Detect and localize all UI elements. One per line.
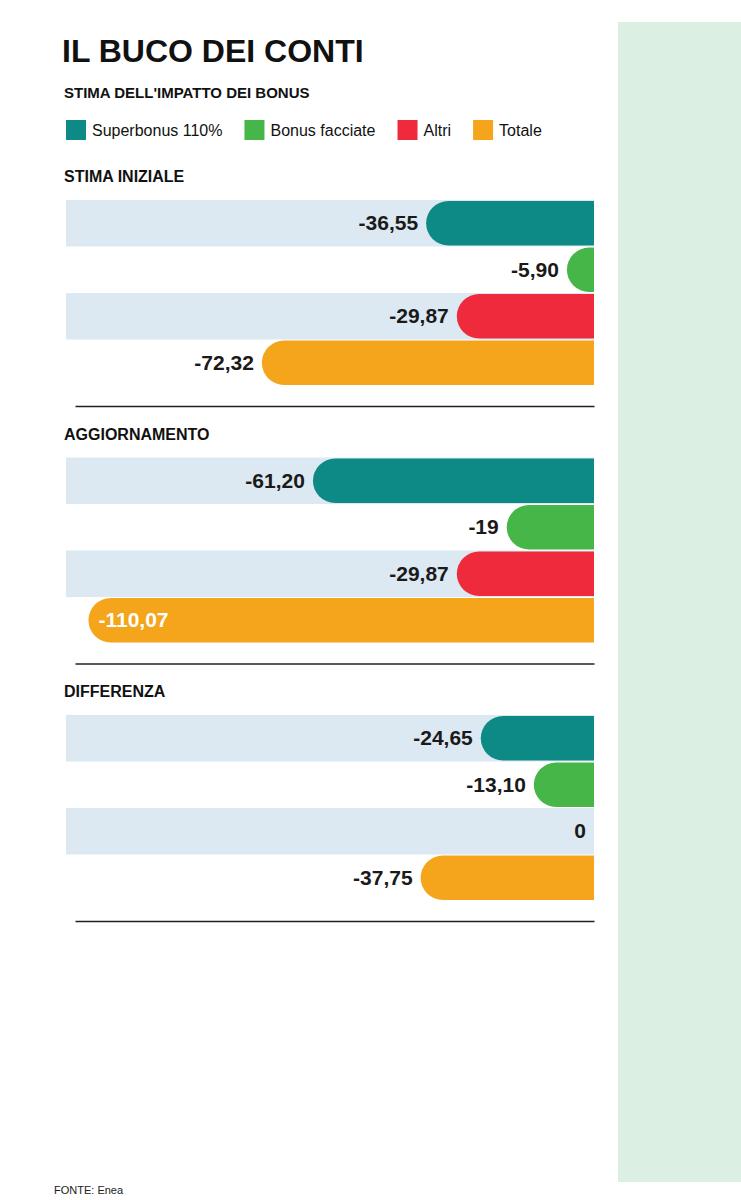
legend-swatch	[398, 120, 418, 140]
chart-root: IL BUCO DEI CONTI STIMA DELL'IMPATTO DEI …	[0, 0, 741, 1200]
data-label: -19	[468, 515, 498, 538]
data-label: -5,90	[511, 258, 559, 281]
legend-swatch	[473, 120, 493, 140]
legend-label: Superbonus 110%	[92, 122, 222, 139]
title: IL BUCO DEI CONTI	[62, 33, 364, 69]
legend-label: Totale	[499, 122, 542, 139]
side-panel	[618, 22, 741, 1182]
bar	[262, 341, 594, 386]
bar	[313, 459, 594, 504]
x-axis	[76, 664, 595, 665]
axis-line	[76, 663, 595, 665]
data-labels: -36,55 -5,90 -29,87 -72,32	[194, 211, 559, 374]
axis-line	[76, 921, 595, 923]
panel-title: DIFFERENZA	[64, 683, 166, 700]
panel: AGGIORNAMENTO -61,20 -19 -29,87 -110,07	[64, 426, 616, 665]
data-labels: -24,65 -13,10 0 -37,75	[353, 726, 586, 889]
data-label: -61,20	[245, 469, 305, 492]
legend-label: Altri	[424, 122, 452, 139]
data-labels: -61,20 -19 -29,87 -110,07	[98, 469, 498, 632]
data-label: -29,87	[389, 562, 449, 585]
bar	[481, 716, 594, 761]
axis-line	[76, 406, 595, 408]
bar	[421, 856, 594, 901]
bars	[262, 201, 594, 385]
panel: DIFFERENZA -24,65 -13,10 0 -37,75	[64, 683, 616, 922]
bar	[88, 598, 594, 643]
data-label: 0	[574, 819, 586, 842]
data-label: -72,32	[194, 351, 254, 374]
bar	[457, 552, 594, 597]
panel-title: STIMA INIZIALE	[64, 168, 185, 185]
bar	[567, 248, 594, 293]
data-label: -24,65	[413, 726, 473, 749]
bar	[426, 201, 594, 246]
legend-swatch	[66, 120, 86, 140]
data-label: -13,10	[466, 773, 526, 796]
panel: STIMA INIZIALE -36,55 -5,90 -29,87 -72,32	[64, 168, 616, 407]
x-axis	[76, 406, 595, 407]
data-label: -29,87	[389, 304, 449, 327]
data-label: -37,75	[353, 866, 413, 889]
data-label: -110,07	[98, 608, 168, 631]
bar	[507, 505, 594, 550]
panel-title: AGGIORNAMENTO	[64, 426, 209, 443]
legend-label: Bonus facciate	[270, 122, 375, 139]
row-band	[66, 808, 594, 855]
x-axis	[76, 921, 595, 922]
bar	[534, 763, 594, 808]
bar	[457, 294, 594, 339]
source: FONTE: Enea	[54, 1184, 124, 1196]
subtitle: STIMA DELL'IMPATTO DEI BONUS	[64, 84, 310, 101]
legend-swatch	[244, 120, 264, 140]
bars	[88, 459, 594, 643]
legend: Superbonus 110% Bonus facciate Altri Totale	[66, 120, 542, 140]
data-label: -36,55	[359, 211, 419, 234]
